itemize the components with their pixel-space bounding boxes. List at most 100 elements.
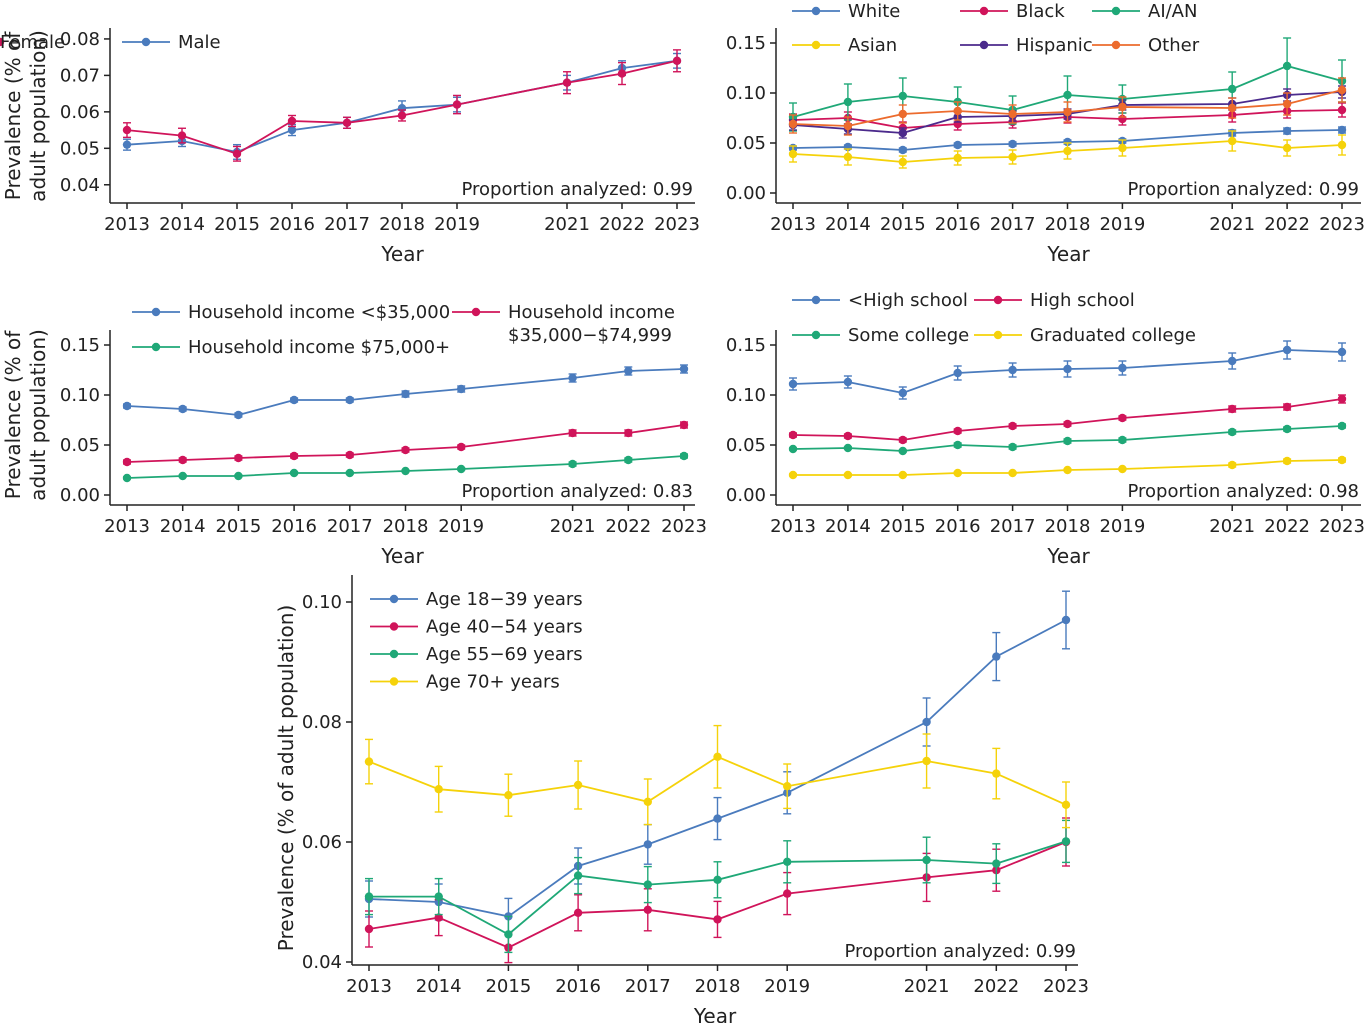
legend-swatch-marker: [993, 330, 1003, 340]
series-line: [126, 368, 685, 416]
data-point: [843, 443, 853, 453]
y-axis-title-line: Prevalence (% of: [1, 31, 25, 200]
data-point: [898, 145, 907, 155]
data-point: [953, 426, 962, 436]
data-point: [1063, 419, 1072, 429]
x-tick-label: 2019: [438, 516, 484, 537]
legend-label: Age 18−39 years: [426, 589, 583, 610]
data-point: [1118, 413, 1127, 423]
y-tick-label: 0.08: [60, 29, 100, 50]
data-point: [178, 455, 187, 465]
legend-swatch-marker: [1111, 6, 1121, 16]
data-point: [234, 471, 243, 481]
legend-swatch-marker: [389, 594, 399, 604]
data-point: [843, 97, 853, 107]
series-asian: [788, 130, 1347, 169]
legend: White Black AI/AN Asian Hispanic Other: [792, 1, 1200, 56]
x-tick-label: 2014: [825, 214, 871, 235]
data-point: [1337, 455, 1347, 465]
data-point: [573, 780, 583, 790]
x-tick-label: 2018: [383, 516, 429, 537]
y-tick-label: 0.04: [60, 175, 100, 196]
data-point: [1282, 143, 1292, 153]
x-tick-label: 2013: [104, 516, 150, 537]
data-point: [788, 444, 798, 454]
x-tick-label: 2023: [1319, 516, 1365, 537]
legend-label: Other: [1148, 35, 1200, 56]
series-line: [368, 755, 1067, 806]
x-tick-label: 2018: [1045, 214, 1091, 235]
data-point: [1061, 800, 1071, 809]
legend-item: Black: [960, 1, 1065, 22]
chart-education: 0.00 0.05 0.10 0.15 2013 2014 2015 2016 2017 2018…: [726, 290, 1365, 568]
data-point: [1228, 136, 1237, 146]
data-point: [953, 153, 962, 163]
data-point: [1118, 102, 1127, 112]
data-point: [457, 384, 466, 394]
x-tick-label: 2019: [1099, 516, 1145, 537]
data-point: [679, 364, 689, 374]
data-point: [289, 468, 299, 478]
legend-swatch-marker: [471, 307, 481, 317]
legend-item: Age 40−54 years: [370, 617, 583, 638]
data-point: [1118, 435, 1127, 445]
data-point: [992, 769, 1001, 778]
proportion-annotation: Proportion analyzed: 0.99: [844, 941, 1076, 962]
legend-swatch-marker: [811, 40, 821, 50]
series-line: [792, 349, 1343, 394]
y-tick-label: 0.05: [60, 435, 100, 456]
legend-item: Graduated college: [974, 325, 1196, 346]
data-point: [953, 140, 962, 150]
data-point: [643, 840, 652, 849]
data-point: [1337, 85, 1347, 95]
data-point: [234, 453, 243, 463]
data-point: [345, 395, 354, 405]
x-axis-title: Year: [380, 544, 424, 568]
data-point: [287, 125, 297, 135]
data-point: [364, 892, 374, 901]
legend-item: AI/AN: [1092, 1, 1197, 22]
data-point: [1061, 837, 1071, 846]
data-point: [1008, 442, 1017, 452]
data-point: [457, 464, 466, 474]
data-point: [434, 892, 443, 901]
y-tick-label: 0.15: [60, 335, 100, 356]
data-point: [1228, 460, 1237, 470]
x-tick-label: 2013: [346, 976, 392, 997]
x-tick-label: 2023: [654, 214, 700, 235]
x-tick-label: 2013: [770, 214, 816, 235]
data-point: [122, 140, 132, 149]
x-tick-label: 2021: [550, 516, 596, 537]
x-tick-label: 2022: [599, 214, 645, 235]
series-age-55-69-years: [364, 819, 1071, 954]
data-point: [177, 131, 187, 140]
data-point: [788, 149, 798, 159]
legend-label-line: Household income: [508, 302, 675, 323]
legend-swatch-marker: [1111, 40, 1121, 50]
data-point: [452, 100, 462, 109]
legend-label: Age 70+ years: [426, 672, 560, 693]
y-axis-title-line: Prevalence (% of adult population): [274, 605, 298, 952]
x-tick-label: 2014: [159, 214, 205, 235]
data-point: [1008, 152, 1017, 162]
y-axis-title-line: adult population): [26, 30, 50, 202]
legend-label: AI/AN: [1148, 1, 1197, 22]
y-axis-title: Prevalence (% of adult population): [274, 605, 298, 952]
y-tick-label: 0.00: [726, 183, 766, 204]
y-tick-label: 0.00: [60, 485, 100, 506]
y-tick-label: 0.05: [726, 435, 766, 456]
data-point: [234, 410, 243, 420]
data-point: [1282, 345, 1292, 355]
data-point: [562, 78, 572, 87]
y-tick-label: 0.07: [60, 65, 100, 86]
data-point: [898, 109, 907, 119]
series-some-college: [788, 421, 1347, 456]
series-line: [792, 140, 1343, 163]
y-tick-label: 0.00: [726, 485, 766, 506]
series-line: [792, 65, 1343, 118]
data-point: [364, 757, 374, 766]
data-point: [287, 116, 297, 126]
series-line: [369, 840, 1067, 936]
data-point: [1337, 105, 1347, 115]
data-point: [788, 430, 798, 440]
